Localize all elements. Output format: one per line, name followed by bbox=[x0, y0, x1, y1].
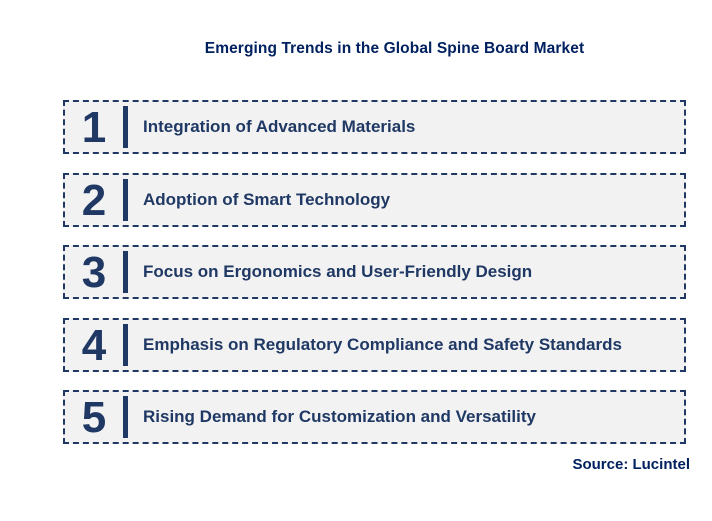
trend-number: 4 bbox=[81, 320, 107, 370]
divider-bar bbox=[123, 251, 128, 293]
trend-row: 5 Rising Demand for Customization and Ve… bbox=[63, 390, 686, 444]
trend-list: 1 Integration of Advanced Materials 2 Ad… bbox=[63, 100, 686, 463]
trend-number: 2 bbox=[81, 175, 107, 225]
trend-row: 4 Emphasis on Regulatory Compliance and … bbox=[63, 317, 686, 372]
trend-number: 5 bbox=[81, 393, 107, 442]
trend-number: 3 bbox=[81, 248, 107, 297]
trend-row: 2 Adoption of Smart Technology bbox=[63, 172, 686, 227]
divider-bar bbox=[123, 178, 128, 221]
trend-label: Integration of Advanced Materials bbox=[143, 117, 416, 136]
trend-label: Rising Demand for Customization and Vers… bbox=[143, 407, 536, 426]
trend-label: Adoption of Smart Technology bbox=[143, 189, 391, 209]
trend-label: Focus on Ergonomics and User-Friendly De… bbox=[143, 262, 533, 281]
trend-row: 3 Focus on Ergonomics and User-Friendly … bbox=[63, 245, 686, 299]
divider-bar bbox=[123, 396, 128, 438]
source-credit: Source: Lucintel bbox=[572, 456, 690, 473]
divider-bar bbox=[123, 323, 128, 366]
divider-bar bbox=[123, 106, 128, 148]
trend-label: Emphasis on Regulatory Compliance and Sa… bbox=[143, 334, 622, 354]
page-title: Emerging Trends in the Global Spine Boar… bbox=[204, 40, 585, 57]
trend-row: 1 Integration of Advanced Materials bbox=[63, 100, 686, 154]
trend-number: 1 bbox=[81, 103, 107, 152]
